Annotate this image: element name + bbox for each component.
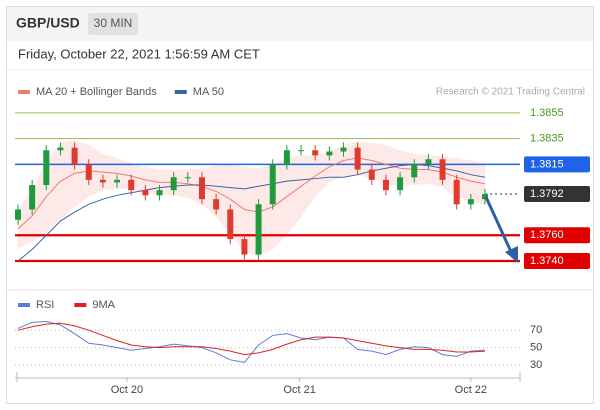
candle-body: [368, 169, 375, 180]
candle-body: [411, 164, 418, 178]
level-label: 1.3815: [530, 158, 564, 170]
plot: MA 20 + Bollinger Bands MA 50 Research © 2…: [15, 86, 590, 396]
candle-body: [241, 239, 248, 255]
level-label-box: [524, 156, 590, 173]
candle-body: [114, 179, 121, 183]
candle-body: [382, 179, 389, 191]
legend-label: MA 50: [193, 86, 224, 98]
candle-body: [156, 190, 163, 196]
candle-body: [326, 151, 333, 156]
candle-body: [467, 199, 474, 205]
moving-average: [17, 157, 486, 230]
timestamp: Friday, October 22, 2021 1:56:59 AM CET: [18, 46, 260, 61]
candle-body: [85, 164, 92, 180]
level-label: 1.3760: [530, 229, 564, 241]
level-label: 1.3792: [530, 188, 564, 200]
candle-body: [298, 150, 305, 152]
level-label-box: [524, 227, 590, 244]
forecast-arrow: [484, 196, 514, 255]
candle-body: [99, 179, 106, 183]
candle-body: [184, 177, 191, 179]
candle-body: [142, 190, 149, 196]
legend-swatch: [18, 90, 30, 94]
timeframe: 30 MIN: [94, 16, 133, 30]
candle-body: [269, 164, 276, 205]
candle-body: [312, 150, 319, 156]
candle-body: [439, 159, 446, 180]
candle-body: [170, 177, 177, 191]
level-label-box: [524, 252, 590, 269]
candle-body: [128, 179, 135, 191]
candle-body: [213, 199, 220, 210]
candle-body: [283, 150, 290, 165]
level-label: 1.3835: [530, 133, 564, 145]
symbol: GBP/USD: [16, 15, 80, 31]
candle-body: [71, 147, 78, 165]
candle-body: [29, 185, 36, 210]
y-tick-label: 70: [530, 324, 542, 336]
legend-swatch: [74, 303, 87, 307]
candle-body: [227, 209, 234, 240]
legend-label: RSI: [36, 299, 54, 311]
candle-body: [198, 177, 205, 200]
credit: Research © 2021 Trading Central: [436, 87, 585, 98]
y-tick-label: 50: [530, 342, 542, 354]
timeframe-badge: [88, 13, 138, 35]
forecast-arrowhead: [505, 246, 518, 263]
level-label: 1.3740: [530, 255, 564, 267]
candle-body: [482, 194, 488, 200]
bollinger-band: [18, 139, 485, 256]
candle-body: [57, 147, 64, 151]
legend-label: 9MA: [92, 299, 115, 311]
level-label: 1.3855: [530, 107, 564, 119]
legend-swatch: [18, 303, 30, 307]
series-line: [17, 322, 486, 356]
candle-body: [43, 150, 50, 185]
level-label-box: [524, 186, 590, 203]
moving-average: [17, 163, 486, 262]
x-tick-label: Oct 22: [455, 384, 487, 396]
legend-swatch: [174, 90, 187, 94]
candle-body: [354, 147, 361, 170]
legend-label: MA 20 + Bollinger Bands: [36, 86, 157, 98]
candle-body: [340, 147, 347, 152]
x-tick-label: Oct 21: [283, 384, 315, 396]
x-tick-label: Oct 20: [111, 384, 143, 396]
candle-body: [397, 177, 404, 191]
candle-body: [453, 179, 460, 205]
candle-body: [15, 209, 21, 220]
y-tick-label: 30: [530, 359, 542, 371]
candle-body: [255, 204, 262, 255]
candle-body: [425, 159, 432, 165]
